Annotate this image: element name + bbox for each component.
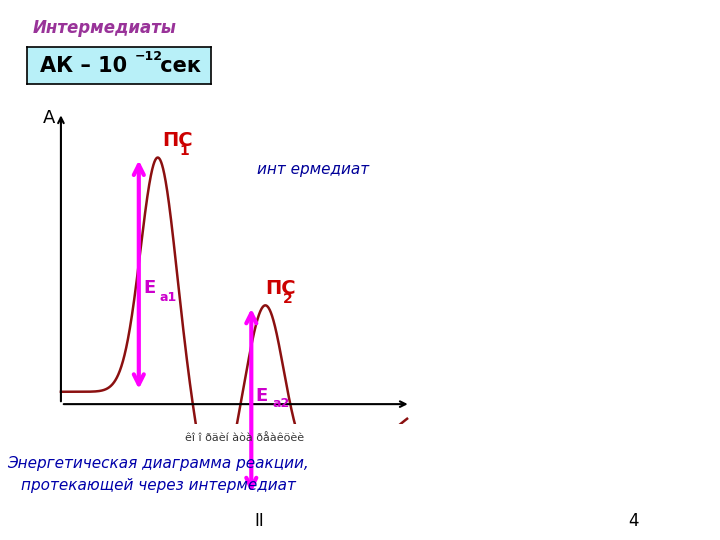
Text: êî î ðäèí àòà ðåàêöèè: êî î ðäèí àòà ðåàêöèè [185, 433, 305, 443]
Text: E: E [256, 387, 268, 404]
Text: 1: 1 [179, 144, 189, 158]
Text: сек: сек [153, 56, 201, 76]
Text: II: II [254, 512, 264, 530]
Text: протекающей через интермедиат: протекающей через интермедиат [21, 478, 296, 493]
Text: ПС: ПС [265, 279, 296, 299]
Text: 4: 4 [629, 512, 639, 530]
Text: АК – 10: АК – 10 [40, 56, 127, 76]
Text: инт ермедиат: инт ермедиат [256, 162, 369, 177]
Text: E: E [143, 279, 156, 296]
Text: ПС: ПС [162, 131, 193, 150]
Text: 2: 2 [282, 292, 292, 306]
Text: А: А [42, 109, 55, 127]
Text: а1: а1 [160, 291, 177, 304]
Text: Интермедиаты: Интермедиаты [32, 19, 176, 37]
Text: а2: а2 [272, 396, 289, 409]
Text: Энергетическая диаграмма реакции,: Энергетическая диаграмма реакции, [7, 456, 310, 471]
Text: −12: −12 [135, 50, 163, 63]
